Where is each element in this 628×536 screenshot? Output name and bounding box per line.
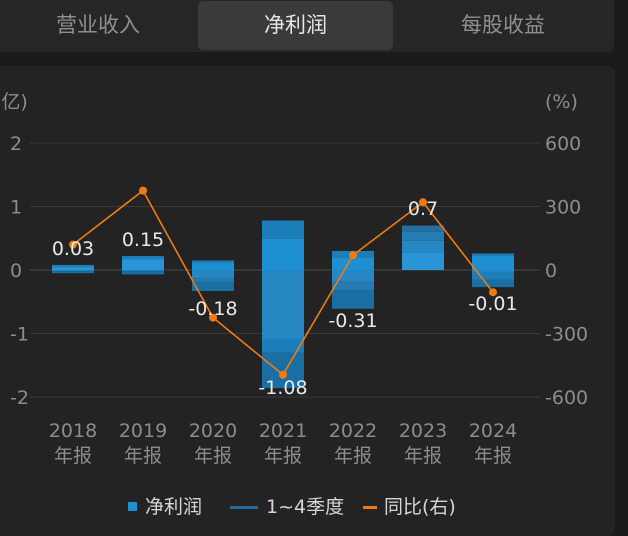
- net-profit-bar: [192, 270, 234, 282]
- tab-revenue[interactable]: 营业收入: [56, 13, 140, 37]
- legend-yoy[interactable]: 同比(右): [363, 492, 456, 522]
- left-tick-label: 0: [10, 260, 22, 282]
- net-profit-bar: [402, 225, 444, 270]
- data-label: -0.18: [188, 298, 237, 320]
- yoy-point: [139, 186, 147, 195]
- yoy-point: [489, 288, 497, 297]
- yoy-point: [209, 313, 217, 322]
- quarter-bar: [402, 252, 444, 270]
- tab-net-profit[interactable]: 净利润: [198, 1, 393, 50]
- right-axis-unit: (%): [545, 91, 578, 113]
- quarter-bar: [122, 258, 164, 270]
- quarter-bar: [262, 220, 304, 239]
- x-tick-label: 年报: [404, 445, 442, 467]
- right-tick-label: 300: [545, 197, 581, 219]
- right-tick-label: -300: [545, 324, 588, 346]
- x-tick-label: 2023: [399, 420, 447, 442]
- legend-net-profit-label: 净利润: [145, 496, 203, 518]
- quarter-bar: [402, 231, 444, 241]
- quarter-bar: [192, 270, 234, 279]
- right-tick-label: 0: [545, 260, 557, 282]
- chart-panel: [0, 66, 615, 536]
- quarter-bar: [52, 266, 94, 270]
- quarter-bar: [192, 262, 234, 270]
- x-tick-label: 年报: [54, 445, 92, 467]
- x-tick-label: 年报: [264, 445, 302, 467]
- data-label: 0.03: [52, 238, 94, 260]
- quarter-bar: [192, 278, 234, 291]
- left-tick-label: -2: [10, 387, 29, 409]
- quarter-bar: [262, 352, 304, 389]
- net-profit-swatch-icon: [128, 502, 137, 511]
- quarter-bar: [472, 270, 514, 280]
- x-tick-label: 年报: [124, 445, 162, 467]
- x-tick-label: 2019: [119, 420, 167, 442]
- quarter-bar: [52, 270, 94, 272]
- net-profit-bar: [262, 270, 304, 339]
- right-tick-label: 600: [545, 133, 581, 155]
- tab-eps[interactable]: 每股收益: [461, 13, 545, 37]
- x-tick-label: 2022: [329, 420, 377, 442]
- chart-legend: 净利润 1~4季度 同比(右): [0, 492, 628, 522]
- quarter-bar: [122, 271, 164, 275]
- quarter-bar: [472, 256, 514, 270]
- quarter-bar: [122, 256, 164, 259]
- x-tick-label: 2018: [49, 420, 97, 442]
- x-tick-label: 2024: [469, 420, 517, 442]
- quarter-bar: [402, 240, 444, 253]
- quarter-bar: [122, 270, 164, 272]
- quarter-bar: [52, 271, 94, 274]
- quarter-bar: [332, 281, 374, 309]
- right-tick-label: -600: [545, 387, 588, 409]
- legend-yoy-label: 同比(右): [384, 496, 456, 518]
- net-profit-chart: 2 600 1 300 0 0 -1 -300 -2 -600 (亿) (%) 0.03 0.15 -0.1…: [0, 91, 588, 467]
- data-label: -1.08: [258, 377, 307, 399]
- left-tick-label: -1: [10, 324, 29, 346]
- yoy-point: [279, 370, 287, 379]
- quarter-bar: [262, 238, 304, 270]
- quarters-swatch-icon: [230, 506, 258, 509]
- data-label: 0.15: [122, 229, 164, 251]
- net-profit-bar: [122, 260, 164, 270]
- x-tick-label: 2021: [259, 420, 307, 442]
- yoy-swatch-icon: [363, 506, 377, 509]
- data-label: -0.31: [328, 310, 377, 332]
- legend-net-profit[interactable]: 净利润: [128, 492, 202, 522]
- left-axis-unit: (亿): [0, 91, 28, 113]
- quarter-bar: [192, 260, 234, 263]
- left-tick-label: 2: [10, 133, 22, 155]
- quarter-bar: [472, 253, 514, 257]
- left-tick-label: 1: [10, 197, 22, 219]
- net-profit-bar: [472, 270, 514, 272]
- quarter-bar: [262, 270, 304, 353]
- data-label: -0.01: [468, 293, 517, 315]
- legend-quarters[interactable]: 1~4季度: [230, 492, 344, 522]
- quarter-bar: [52, 264, 94, 267]
- legend-quarters-label: 1~4季度: [266, 496, 345, 518]
- x-tick-label: 2020: [189, 420, 237, 442]
- quarter-bar: [402, 225, 444, 232]
- net-profit-bar: [332, 270, 374, 290]
- quarter-bar: [332, 257, 374, 270]
- yoy-point: [419, 198, 427, 207]
- x-tick-label: 年报: [194, 445, 232, 467]
- data-label: 0.7: [408, 198, 438, 220]
- quarter-bar: [332, 270, 374, 282]
- yoy-point: [69, 240, 77, 249]
- x-tick-label: 年报: [474, 445, 512, 467]
- yoy-point: [349, 251, 357, 260]
- net-profit-bar: [52, 268, 94, 271]
- statement-tabs: 营业收入 净利润 每股收益: [0, 0, 628, 54]
- quarter-bar: [472, 279, 514, 288]
- x-tick-label: 年报: [334, 445, 372, 467]
